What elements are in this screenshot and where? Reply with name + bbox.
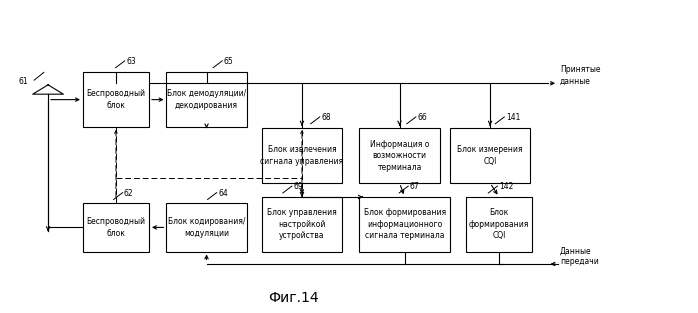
Text: Блок
формирования
CQI: Блок формирования CQI <box>469 208 529 240</box>
Bar <box>167 203 246 252</box>
Text: Блок демодуляции/
декодирования: Блок демодуляции/ декодирования <box>167 90 246 110</box>
Text: Блок кодирования/
модуляции: Блок кодирования/ модуляции <box>168 217 245 238</box>
Text: Принятые
данные: Принятые данные <box>560 65 600 85</box>
Bar <box>83 72 149 127</box>
Text: 66: 66 <box>417 113 427 122</box>
Text: Фиг.14: Фиг.14 <box>268 290 318 305</box>
Text: 63: 63 <box>126 57 136 66</box>
Text: Беспроводный
блок: Беспроводный блок <box>87 90 145 110</box>
Text: 69: 69 <box>293 182 303 192</box>
Text: Блок формирования
информационного
сигнала терминала: Блок формирования информационного сигнал… <box>364 208 446 240</box>
Text: Блок измерения
CQI: Блок измерения CQI <box>457 146 523 166</box>
Bar <box>450 128 530 183</box>
Bar <box>83 203 149 252</box>
Text: Информация о
возможности
терминала: Информация о возможности терминала <box>370 140 429 172</box>
Bar <box>262 128 342 183</box>
Bar <box>466 197 532 252</box>
Text: 67: 67 <box>410 182 419 192</box>
Bar <box>262 197 342 252</box>
Text: 68: 68 <box>321 113 331 122</box>
Text: 61: 61 <box>19 77 29 86</box>
Text: Данные
передачи: Данные передачи <box>560 246 599 266</box>
Bar <box>167 72 246 127</box>
Text: 62: 62 <box>124 189 133 198</box>
Text: 65: 65 <box>223 57 233 66</box>
Text: 141: 141 <box>506 113 520 122</box>
Text: 64: 64 <box>218 189 228 198</box>
Bar <box>359 197 450 252</box>
Text: 142: 142 <box>499 182 513 192</box>
Text: Блок управления
настройкой
устройства: Блок управления настройкой устройства <box>267 208 337 240</box>
Text: Блок извлечения
сигнала управления: Блок извлечения сигнала управления <box>260 146 343 166</box>
Bar <box>359 128 440 183</box>
Text: Беспроводный
блок: Беспроводный блок <box>87 217 145 238</box>
